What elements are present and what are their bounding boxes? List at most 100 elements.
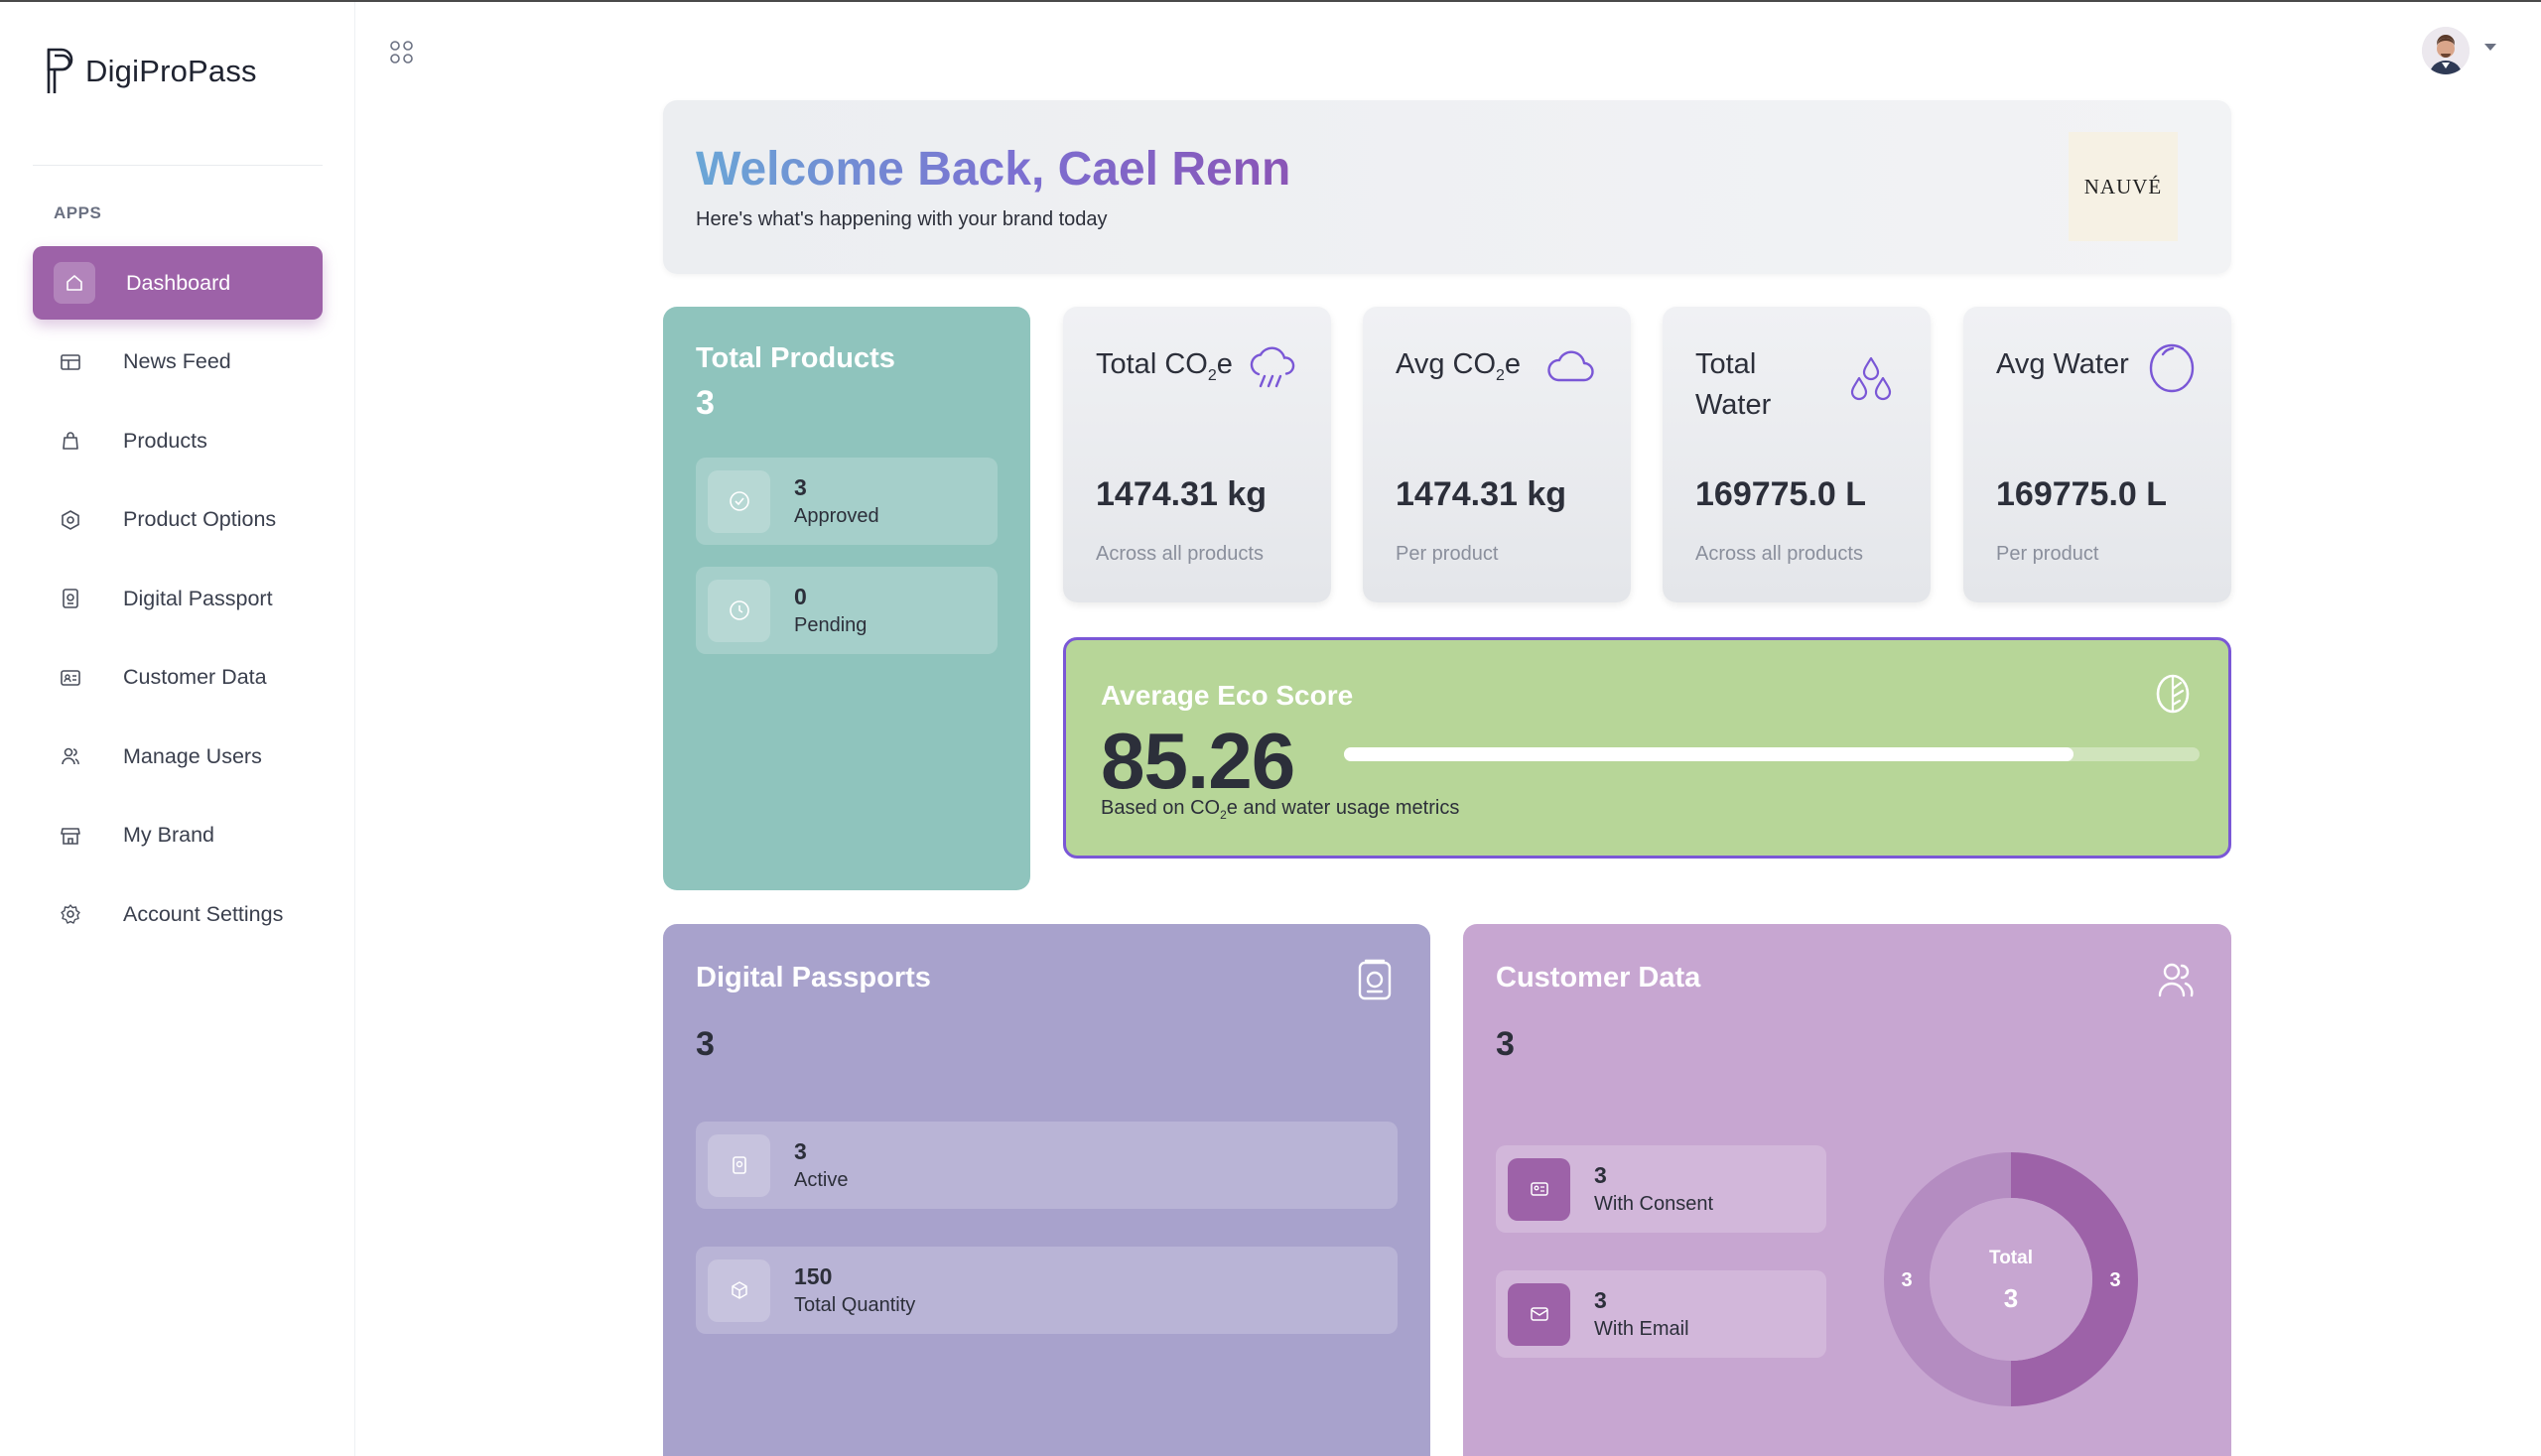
welcome-title: Welcome Back, Cael Renn (696, 143, 1291, 196)
brand-logo-text: NAUVÉ (2083, 174, 2163, 199)
donut-segment-with-email[interactable] (2011, 1152, 2138, 1406)
bag-icon (60, 430, 81, 452)
sidebar-item-dashboard[interactable]: Dashboard (33, 246, 323, 320)
welcome-banner: Welcome Back, Cael Renn Here's what's ha… (663, 100, 2231, 274)
active-label: Active (794, 1169, 849, 1191)
card-count: 3 (696, 384, 715, 422)
card-title: Digital Passports (696, 962, 931, 993)
welcome-subtitle: Here's what's happening with your brand … (696, 208, 1108, 230)
email-label: With Email (1594, 1318, 1689, 1340)
apps-grid-icon[interactable] (389, 40, 415, 66)
sidebar-item-digital-passport[interactable]: Digital Passport (33, 562, 323, 635)
card-title: Average Eco Score (1101, 680, 1354, 711)
donut-left-label: 3 (1901, 1269, 1912, 1291)
brand-logo[interactable]: DigiProPass (44, 46, 257, 97)
metric-value: 1474.31 kg (1096, 475, 1268, 513)
sidebar: DigiProPass APPS Dashboard News Feed Pro… (0, 2, 355, 1456)
title-suffix: e (1504, 348, 1522, 380)
donut-hole (1930, 1198, 2092, 1361)
sidebar-item-products[interactable]: Products (33, 404, 323, 477)
card-count: 3 (1496, 1025, 1515, 1063)
donut-segment-with-consent[interactable] (1884, 1152, 2011, 1406)
brand-name: DigiProPass (85, 54, 257, 88)
chevron-down-icon[interactable] (2484, 44, 2496, 51)
sidebar-item-label: Digital Passport (123, 586, 273, 610)
leaf-icon (2156, 674, 2190, 714)
pending-value: 0 (794, 584, 807, 609)
avg-water-card[interactable]: Avg Water 169775.0 L Per product (1963, 307, 2231, 602)
sidebar-nav: Dashboard News Feed Products Product Opt… (33, 246, 323, 957)
brand-logo-box: NAUVÉ (2069, 132, 2178, 241)
sidebar-item-label: Products (123, 428, 207, 453)
quantity-label: Total Quantity (794, 1294, 916, 1316)
metric-label: Across all products (1096, 543, 1264, 565)
metric-value: 169775.0 L (1695, 475, 1867, 513)
active-passports-stat: 3 Active (696, 1122, 1398, 1209)
sidebar-item-customer-data[interactable]: Customer Data (33, 641, 323, 715)
card-title: Customer Data (1496, 962, 1701, 993)
sidebar-item-my-brand[interactable]: My Brand (33, 799, 323, 872)
id-card-icon (1508, 1157, 1570, 1221)
mail-icon (1508, 1282, 1570, 1346)
total-water-card[interactable]: Total Water 169775.0 L Across all produc… (1663, 307, 1931, 602)
gear-icon (60, 903, 81, 925)
eco-score-note: Based on CO2e and water usage metrics (1101, 797, 1459, 822)
sidebar-item-label: News Feed (123, 349, 231, 373)
digital-passports-card[interactable]: Digital Passports 3 3 Active 150 Total Q… (663, 924, 1430, 1456)
total-quantity-stat: 150 Total Quantity (696, 1247, 1398, 1334)
donut-right-label: 3 (2109, 1269, 2120, 1291)
title-subscript: 2 (1207, 366, 1217, 384)
clock-icon (708, 579, 770, 642)
customer-donut-chart[interactable]: Total 3 3 3 (1882, 1150, 2140, 1408)
card-count: 3 (696, 1025, 715, 1063)
passport-icon (60, 588, 81, 609)
note-suffix: e and water usage metrics (1226, 797, 1460, 819)
customer-data-card[interactable]: Customer Data 3 3 With Consent 3 With Em… (1463, 924, 2231, 1456)
id-card-icon (60, 667, 81, 689)
title-text: Total CO (1096, 348, 1208, 380)
sidebar-item-label: Dashboard (126, 270, 231, 295)
passport-small-icon (708, 1133, 770, 1197)
avg-co2-card[interactable]: Avg CO2e 1474.31 kg Per product (1363, 307, 1631, 602)
check-circle-icon (708, 469, 770, 533)
total-co2-card[interactable]: Total CO2e 1474.31 kg Across all product… (1063, 307, 1331, 602)
pending-stat: 0 Pending (696, 567, 998, 654)
title-text: Avg CO (1396, 348, 1497, 380)
with-email-stat: 3 With Email (1496, 1270, 1826, 1358)
approved-stat: 3 Approved (696, 458, 998, 545)
passport-icon (1358, 959, 1392, 1000)
logo-mark-icon (47, 48, 73, 93)
metric-label: Per product (1996, 543, 2099, 565)
sidebar-item-product-options[interactable]: Product Options (33, 483, 323, 557)
consent-label: With Consent (1594, 1193, 1714, 1215)
box-icon (708, 1258, 770, 1322)
sidebar-item-account-settings[interactable]: Account Settings (33, 877, 323, 951)
title-suffix: e (1216, 348, 1233, 380)
card-title: Avg Water (1996, 348, 2129, 380)
eco-score-card[interactable]: Average Eco Score 85.26 Based on CO2e an… (1063, 637, 2231, 859)
sidebar-item-news-feed[interactable]: News Feed (33, 326, 323, 399)
pending-label: Pending (794, 614, 868, 636)
cloud-icon (1547, 350, 1594, 382)
quantity-value: 150 (794, 1263, 833, 1289)
users-icon (60, 745, 81, 767)
card-title: Avg CO2e (1396, 344, 1521, 396)
sidebar-section-label: APPS (54, 203, 102, 222)
total-products-card[interactable]: Total Products 3 3 Approved 0 Pending (663, 307, 1030, 890)
note-text: Based on CO (1101, 797, 1221, 819)
eco-score-progress-bar (1344, 747, 2200, 761)
metric-label: Per product (1396, 543, 1499, 565)
metric-value: 1474.31 kg (1396, 475, 1567, 513)
donut-center-value: 3 (2004, 1283, 2018, 1313)
title-subscript: 2 (1496, 366, 1505, 384)
sidebar-item-manage-users[interactable]: Manage Users (33, 720, 323, 793)
cloud-rain-icon (1250, 346, 1295, 388)
top-border (0, 0, 2541, 2)
sidebar-item-label: My Brand (123, 823, 215, 847)
with-consent-stat: 3 With Consent (1496, 1145, 1826, 1233)
card-title: Total CO2e (1096, 344, 1233, 396)
user-avatar[interactable] (2422, 27, 2470, 74)
card-title: Total Products (696, 342, 895, 374)
sidebar-item-label: Product Options (123, 507, 277, 531)
users-icon (2158, 963, 2194, 997)
